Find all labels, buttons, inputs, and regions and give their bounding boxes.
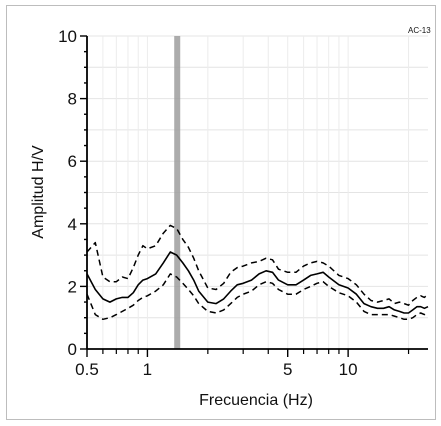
tick-labels: 0 2 4 6 8 10 0.5 1 5 10 xyxy=(58,27,358,379)
y-tick-label: 4 xyxy=(68,215,77,234)
x-axis-title: Frecuencia (Hz) xyxy=(199,392,313,409)
y-tick-label: 2 xyxy=(68,277,77,296)
series-line-dashed-1 xyxy=(86,224,429,306)
grid xyxy=(86,35,428,350)
y-tick-label: 0 xyxy=(68,340,77,359)
series-line-dashed-2 xyxy=(86,273,429,321)
station-label: AC-13 xyxy=(408,26,431,35)
chart-frame xyxy=(6,5,436,420)
series-lines xyxy=(86,224,429,321)
series-line-mean xyxy=(86,251,429,314)
x-tick-label: 10 xyxy=(339,360,358,379)
y-tick-label: 10 xyxy=(58,27,77,46)
peak-band xyxy=(174,36,181,349)
x-tick-label: 0.5 xyxy=(75,360,99,379)
x-tick-label: 1 xyxy=(143,360,152,379)
y-tick-label: 6 xyxy=(68,152,77,171)
peak-band-rect xyxy=(174,36,181,349)
axes xyxy=(80,35,428,357)
y-axis-title: Amplitud H/V xyxy=(30,145,47,239)
x-tick-label: 5 xyxy=(283,360,292,379)
y-tick-label: 8 xyxy=(68,90,77,109)
